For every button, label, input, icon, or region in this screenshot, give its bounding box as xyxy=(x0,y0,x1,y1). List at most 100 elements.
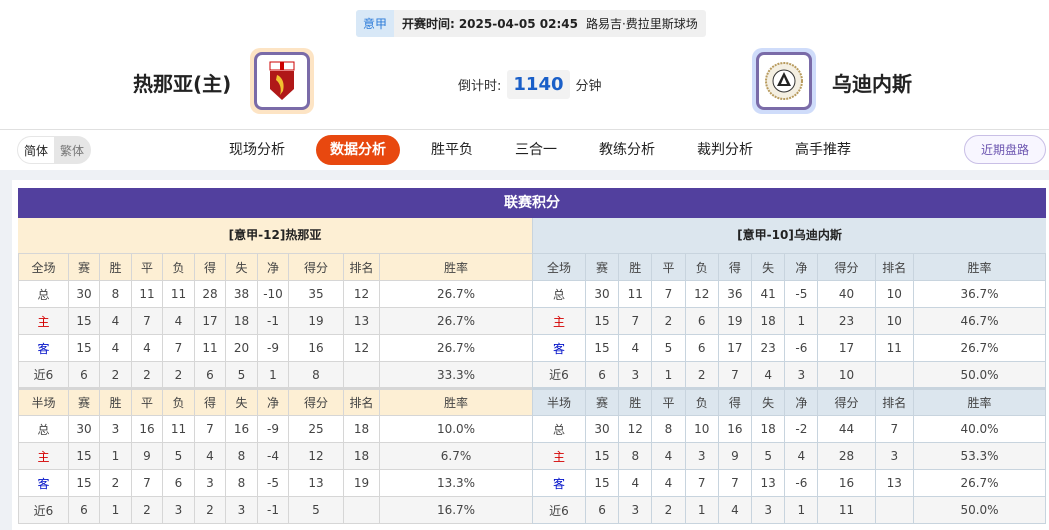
stat-cell: 26.7% xyxy=(379,307,533,335)
stat-cell: 16 xyxy=(717,415,753,443)
stat-cell: 16 xyxy=(288,334,344,362)
row-label: 近6 xyxy=(18,496,69,524)
stat-cell: 11 xyxy=(162,415,195,443)
stat-cell: 2 xyxy=(131,361,163,389)
stat-cell: 9 xyxy=(131,442,163,470)
stat-cell: -6 xyxy=(784,334,819,362)
stat-cell xyxy=(343,361,380,389)
tab-5[interactable]: 裁判分析 xyxy=(697,142,753,158)
stat-cell: 12 xyxy=(684,280,719,308)
row-label: 近6 xyxy=(18,361,69,389)
stat-cell: 6 xyxy=(68,361,100,389)
stat-cell: 5 xyxy=(225,361,258,389)
stat-cell: 6 xyxy=(162,469,195,497)
table-row: 近6 6 3 2 1 4 3 1 11 50.0% xyxy=(532,496,1046,524)
stat-cell: 50.0% xyxy=(913,496,1046,524)
row-label: 总 xyxy=(532,415,586,443)
table-row: 近6 6 2 2 2 6 5 1 8 33.3% xyxy=(18,361,533,389)
stat-cell: 1 xyxy=(257,361,289,389)
stat-cell: 2 xyxy=(162,361,195,389)
tab-1[interactable]: 数据分析 xyxy=(316,135,400,165)
column-header: 平 xyxy=(131,387,163,416)
away-standings-table: 全场赛胜平负得失净得分 排名 胜率总 30 11 7 12 36 41 -5 40 10 36.7% 主 1… xyxy=(532,253,1046,524)
row-label: 主 xyxy=(532,442,586,470)
tab-0[interactable]: 现场分析 xyxy=(229,142,285,158)
stat-cell: 8 xyxy=(618,442,653,470)
stat-cell: 12 xyxy=(343,334,380,362)
countdown-value: 1140 xyxy=(507,70,570,99)
stat-cell: 23 xyxy=(817,307,876,335)
column-header: 全场 xyxy=(532,253,586,281)
stat-cell: -10 xyxy=(257,280,289,308)
stat-cell: 1 xyxy=(784,496,819,524)
stat-cell: 10 xyxy=(817,361,876,389)
stat-cell: 25 xyxy=(288,415,344,443)
stat-cell: 44 xyxy=(817,415,876,443)
stat-cell: 2 xyxy=(194,496,226,524)
column-header: 得 xyxy=(194,253,226,281)
stat-cell: 1 xyxy=(99,442,132,470)
stat-cell: 50.0% xyxy=(913,361,1046,389)
stat-cell: 30 xyxy=(584,280,620,308)
column-header: 半场 xyxy=(532,387,586,416)
table-row: 客 15 4 5 6 17 23 -6 17 11 26.7% xyxy=(532,334,1046,362)
stat-cell: 38 xyxy=(225,280,258,308)
column-header: 得分 xyxy=(288,387,344,416)
tab-3[interactable]: 三合一 xyxy=(515,142,557,158)
home-team-name[interactable]: 热那亚(主) xyxy=(133,72,232,96)
stat-cell: 7 xyxy=(717,361,753,389)
away-team-logo[interactable] xyxy=(752,48,816,114)
column-header: 平 xyxy=(651,387,686,416)
stat-cell: 46.7% xyxy=(913,307,1046,335)
column-header: 胜率 xyxy=(913,387,1046,416)
lang-traditional[interactable]: 繁体 xyxy=(60,143,85,158)
column-header: 得 xyxy=(717,387,753,416)
column-header: 得分 xyxy=(817,387,876,416)
stat-cell: 15 xyxy=(68,469,100,497)
language-toggle[interactable]: 简体 繁体 xyxy=(17,136,92,164)
away-team-name[interactable]: 乌迪内斯 xyxy=(832,72,912,96)
countdown: 倒计时: 1140 分钟 xyxy=(458,70,602,99)
recent-trend-button[interactable]: 近期盘路 xyxy=(964,135,1046,164)
row-label: 主 xyxy=(18,442,69,470)
stat-cell: 18 xyxy=(225,307,258,335)
tab-6[interactable]: 高手推荐 xyxy=(795,142,851,158)
league-badge[interactable]: 意甲 xyxy=(356,10,395,37)
stat-cell: 40 xyxy=(817,280,876,308)
column-header: 排名 xyxy=(343,387,380,416)
column-header: 失 xyxy=(225,387,258,416)
stat-cell: 1 xyxy=(651,361,686,389)
nav-bar: 简体 繁体 现场分析 数据分析 胜平负 三合一 教练分析 裁判分析 高手推荐 近期盘路 xyxy=(0,129,1049,170)
stat-cell: 30 xyxy=(584,415,620,443)
home-team-logo[interactable] xyxy=(250,48,314,114)
row-label: 总 xyxy=(18,415,69,443)
row-label: 总 xyxy=(18,280,69,308)
stat-cell: 15 xyxy=(584,334,620,362)
column-header: 平 xyxy=(131,253,163,281)
venue: 路易吉·费拉里斯球场 xyxy=(585,17,698,31)
stat-cell xyxy=(874,496,915,524)
stat-cell: 4 xyxy=(784,442,819,470)
column-header: 半场 xyxy=(18,387,69,416)
stat-cell: -6 xyxy=(784,469,819,497)
stat-cell: 26.7% xyxy=(913,334,1046,362)
stat-cell: 4 xyxy=(751,361,786,389)
stat-cell: 4 xyxy=(651,442,686,470)
stat-cell: 12 xyxy=(618,415,653,443)
stat-cell: 2 xyxy=(131,496,163,524)
genoa-crest-icon xyxy=(269,61,295,100)
tab-2[interactable]: 胜平负 xyxy=(431,142,473,158)
tab-4[interactable]: 教练分析 xyxy=(599,142,655,158)
stat-cell: 19 xyxy=(288,307,344,335)
column-header: 赛 xyxy=(68,387,100,416)
stat-cell: 17 xyxy=(194,307,226,335)
stat-cell: 13 xyxy=(343,307,380,335)
table-row: 主 15 4 7 4 17 18 -1 19 13 26.7% xyxy=(18,307,533,335)
lang-simplified[interactable]: 简体 xyxy=(18,137,55,163)
column-header: 净 xyxy=(257,387,289,416)
stat-cell: 3 xyxy=(784,361,819,389)
stat-cell: 6 xyxy=(584,496,620,524)
stat-cell: -4 xyxy=(257,442,289,470)
table-row: 主 15 7 2 6 19 18 1 23 10 46.7% xyxy=(532,307,1046,335)
stat-cell xyxy=(343,496,380,524)
